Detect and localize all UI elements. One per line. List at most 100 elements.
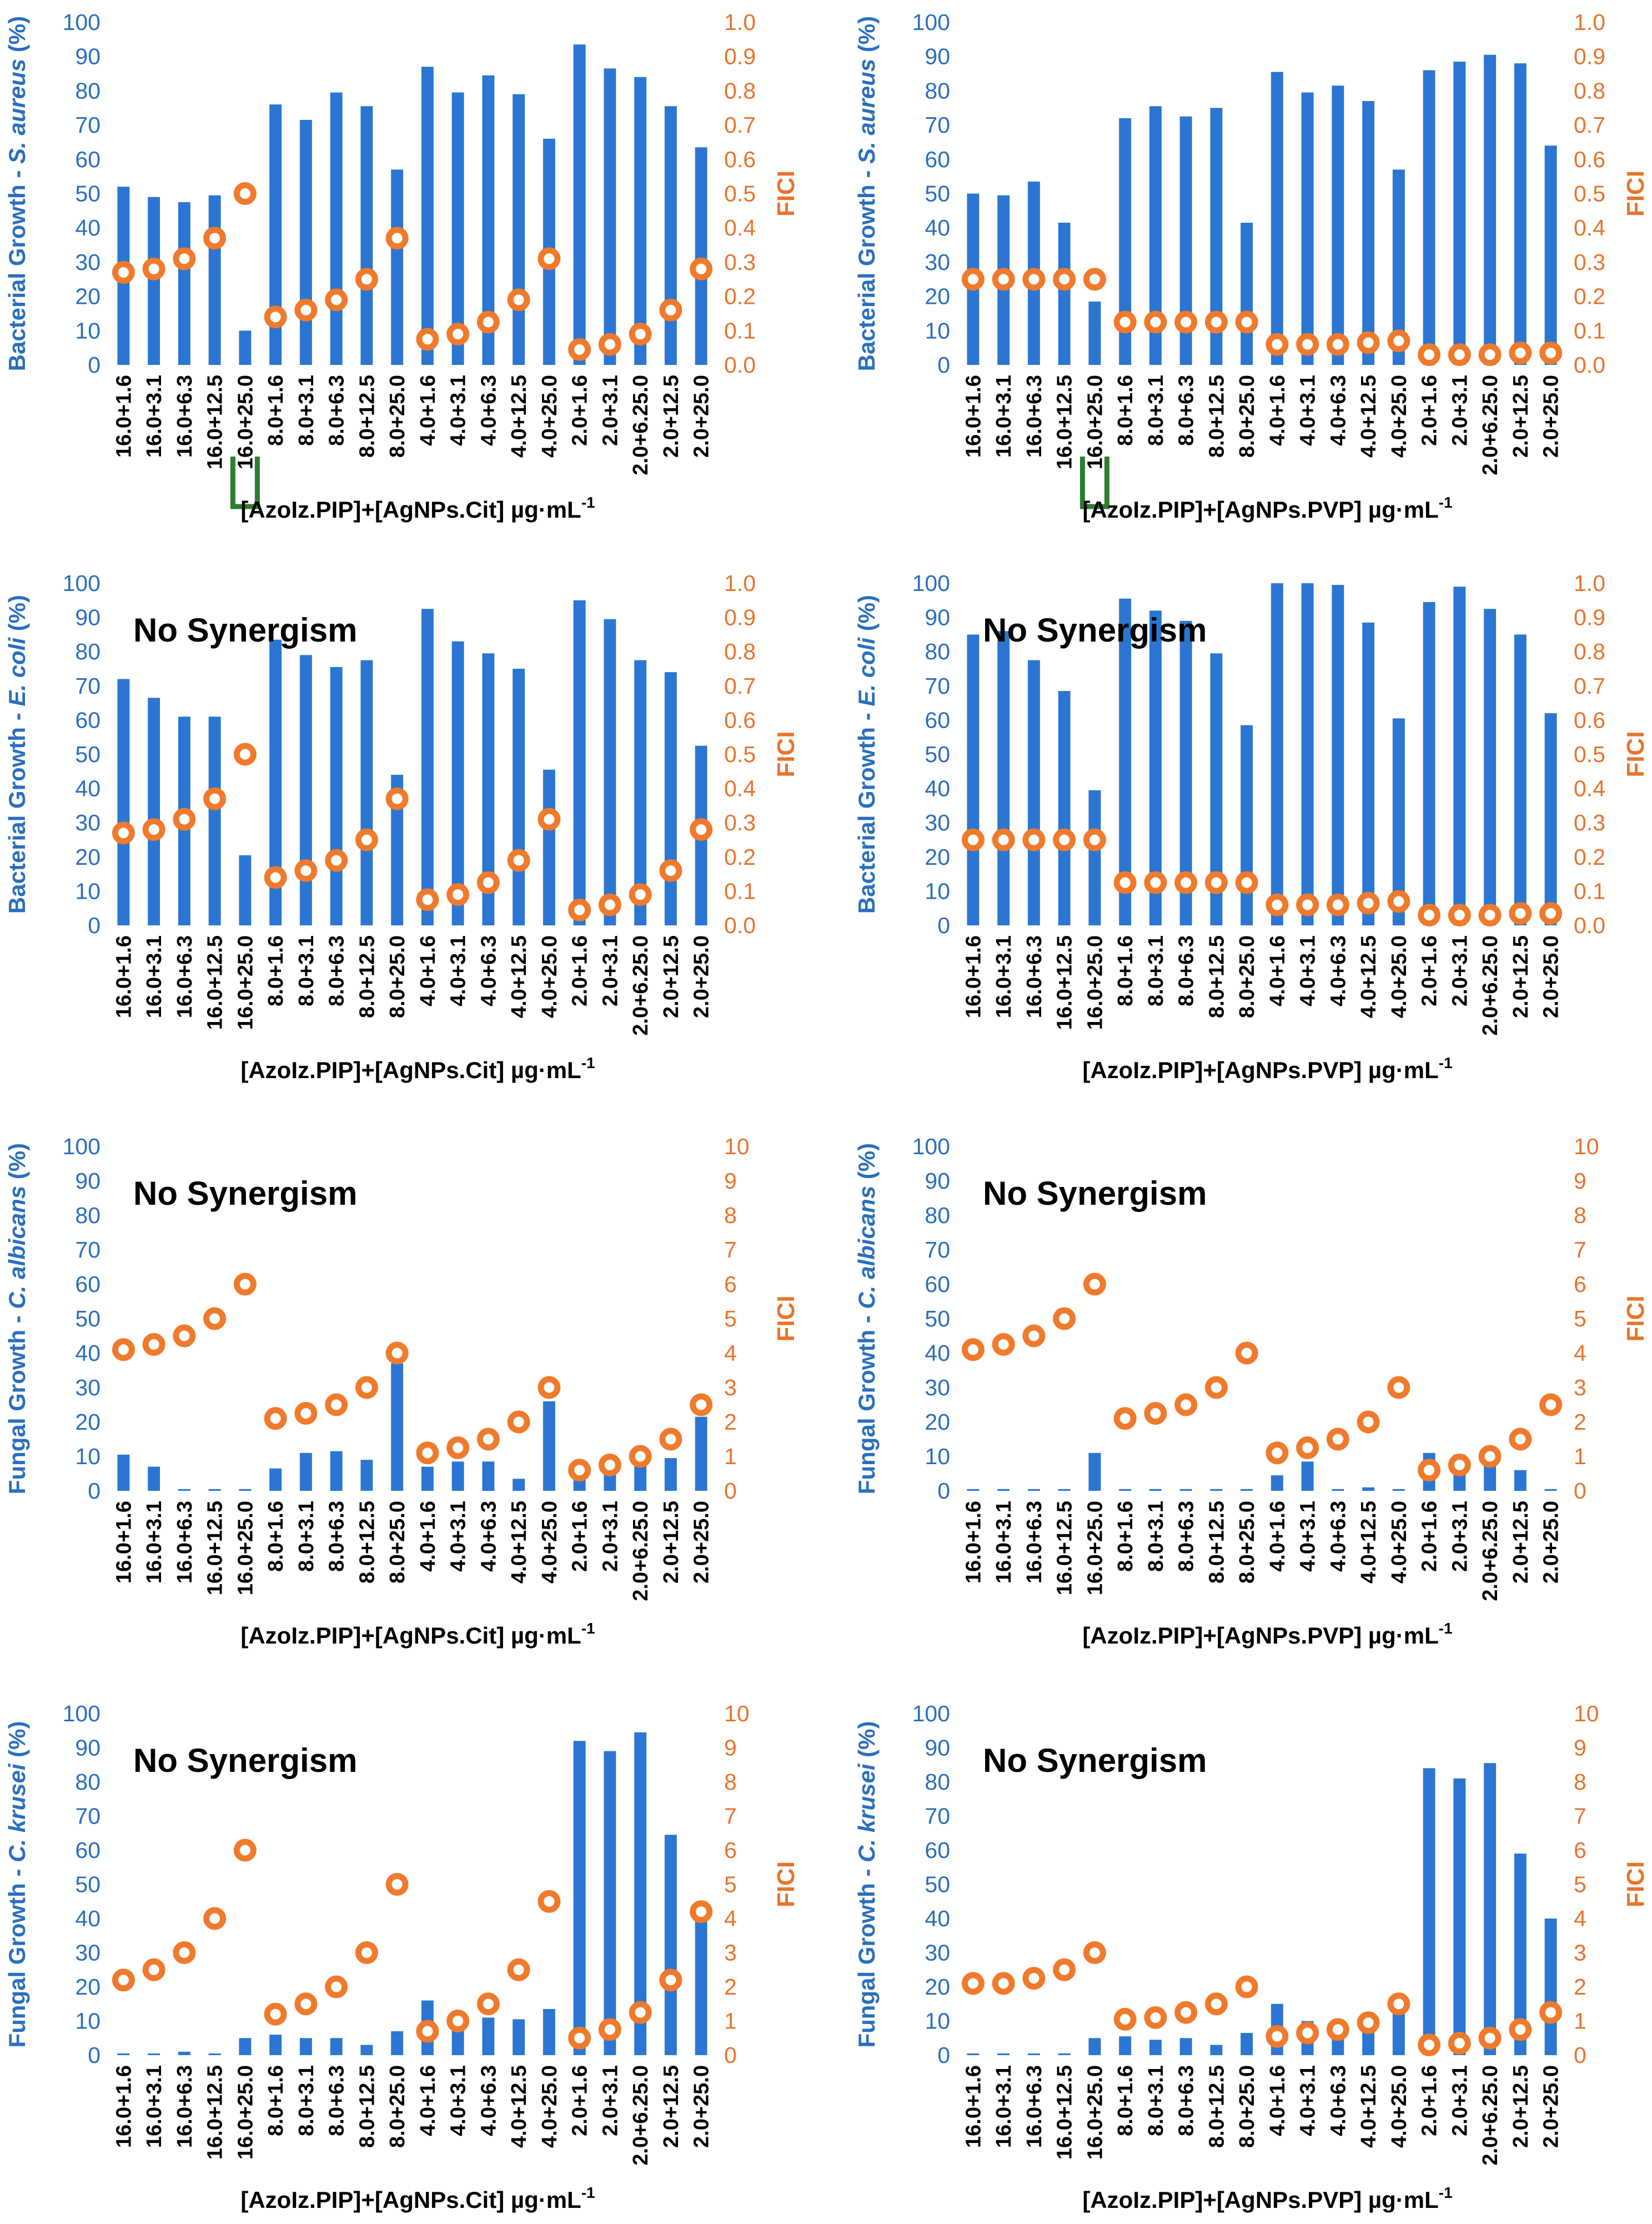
fici-point: [1053, 828, 1076, 851]
y2-tick-label: 0.2: [1574, 844, 1605, 870]
growth-bar: [269, 639, 282, 925]
fici-point: [1509, 901, 1532, 925]
y-tick-label: 0: [88, 352, 101, 378]
x-category-label: 16.0+3.1: [143, 935, 166, 1018]
x-category-label: 8.0+1.6: [264, 375, 288, 446]
x-category-label: 4.0+6.3: [477, 2065, 500, 2136]
y2-tick-label: 0.0: [1574, 913, 1605, 938]
y2-tick-label: 0.7: [724, 112, 756, 138]
fici-point: [1022, 828, 1046, 851]
fici-point: [507, 1410, 530, 1434]
y-tick-label: 90: [925, 44, 950, 69]
x-axis-title: [AzoIz.PIP]+[AgNPs.PVP] µg·mL-1: [1082, 1054, 1452, 1083]
x-category-label: 2.0+1.6: [1418, 1501, 1442, 1572]
x-category-label: 2.0+3.1: [1448, 375, 1472, 446]
fici-point: [173, 808, 196, 831]
fici-point: [1509, 1427, 1532, 1451]
growth-bar: [1392, 1489, 1405, 1491]
x-category-label: 8.0+25.0: [386, 935, 409, 1018]
growth-bar: [1241, 2033, 1253, 2055]
fici-point: [507, 1958, 530, 1981]
y-tick-label: 10: [75, 878, 101, 904]
fici-point: [598, 2018, 621, 2041]
y2-tick-label: 0.7: [724, 673, 756, 699]
y-tick-label: 0: [937, 2042, 950, 2068]
fici-point: [1113, 871, 1137, 894]
y2-axis-title: FICI: [772, 731, 800, 777]
y2-tick-label: 0.2: [1574, 284, 1605, 309]
y2-tick-label: 6: [724, 1837, 737, 1863]
x-category-label: 4.0+1.6: [416, 1501, 440, 1572]
growth-bar: [1119, 598, 1132, 925]
fici-point: [690, 1393, 713, 1416]
growth-bar: [513, 669, 525, 925]
y-tick-label: 50: [75, 1872, 101, 1897]
y2-tick-label: 0.0: [724, 913, 756, 938]
x-axis-title: [AzoIz.PIP]+[AgNPs.Cit] µg·mL-1: [240, 2184, 595, 2213]
x-category-label: 16.0+1.6: [962, 2065, 985, 2148]
growth-bar: [634, 1732, 647, 2055]
y-tick-label: 80: [75, 639, 101, 664]
x-category-label: 4.0+3.1: [1297, 1501, 1320, 1572]
fici-point: [568, 1459, 591, 1482]
chart-e-coli-cit: 0 10 20 30 40 50 60 70 80 90 100 0.0 0.1 0.2 0.3 0.4 0.5…: [4, 570, 800, 1083]
x-category-label: 4.0+1.6: [1266, 2065, 1289, 2136]
y2-tick-label: 0.8: [1574, 78, 1605, 103]
x-category-label: 4.0+1.6: [1266, 935, 1289, 1006]
y2-tick-label: 1: [724, 2008, 737, 2034]
x-category-label: 8.0+3.1: [1144, 1501, 1168, 1572]
x-category-label: 8.0+1.6: [1114, 2065, 1137, 2136]
y-tick-label: 90: [75, 44, 101, 69]
fici-point: [659, 1968, 682, 1992]
y2-tick-label: 1.0: [1574, 9, 1605, 35]
fici-point: [1296, 333, 1319, 356]
growth-bar: [208, 195, 221, 365]
y-tick-label: 60: [925, 1271, 950, 1297]
x-category-label: 16.0+12.5: [1053, 375, 1077, 469]
x-category-label: 8.0+6.3: [325, 2065, 349, 2136]
y-tick-label: 40: [925, 776, 950, 802]
y-tick-label: 100: [912, 1701, 950, 1726]
fici-point: [1083, 828, 1106, 851]
fici-point: [598, 893, 621, 916]
x-category-label: 8.0+12.5: [1205, 375, 1228, 458]
x-category-label: 4.0+12.5: [508, 1501, 531, 1584]
x-category-label: 2.0+25.0: [690, 375, 714, 458]
fici-point: [385, 1341, 409, 1365]
x-category-label: 8.0+25.0: [1236, 935, 1259, 1018]
growth-bar: [695, 1416, 707, 1491]
fici-point: [1326, 2018, 1349, 2041]
x-category-label: 4.0+1.6: [1266, 1501, 1289, 1572]
y2-tick-label: 0: [1574, 2042, 1586, 2068]
y-tick-label: 50: [925, 742, 950, 767]
growth-bar: [208, 1489, 221, 1491]
growth-bar: [1332, 1489, 1344, 1491]
x-category-label: 2.0+12.5: [660, 375, 683, 458]
no-synergism-annotation: No Synergism: [983, 612, 1207, 649]
fici-point: [476, 871, 500, 894]
x-axis-title: [AzoIz.PIP]+[AgNPs.PVP] µg·mL-1: [1082, 2184, 1452, 2213]
y-tick-label: 40: [925, 1906, 950, 1931]
y-tick-label: 70: [75, 1237, 101, 1263]
fici-point: [233, 1273, 257, 1296]
y2-axis-title: FICI: [772, 1861, 800, 1907]
fici-point: [1113, 2007, 1137, 2031]
fici-point: [1174, 2001, 1198, 2024]
y-tick-label: 50: [925, 181, 950, 207]
x-category-label: 4.0+6.3: [1327, 935, 1350, 1006]
x-category-label: 4.0+6.3: [1327, 1501, 1350, 1572]
y-tick-label: 20: [75, 844, 101, 870]
x-category-label: 8.0+25.0: [386, 1501, 409, 1584]
growth-bar: [967, 634, 980, 925]
growth-bar: [1088, 790, 1101, 925]
fici-point: [233, 182, 257, 205]
y2-tick-label: 0: [724, 1478, 737, 1504]
y2-tick-label: 0.6: [724, 707, 756, 733]
y2-tick-label: 0.4: [724, 215, 756, 241]
growth-bar: [1453, 587, 1466, 925]
y-tick-label: 0: [88, 1478, 101, 1504]
x-category-label: 8.0+12.5: [1205, 1501, 1228, 1584]
fici-point: [416, 1441, 439, 1465]
y2-tick-label: 0.5: [724, 181, 756, 207]
y2-tick-label: 4: [724, 1340, 737, 1366]
